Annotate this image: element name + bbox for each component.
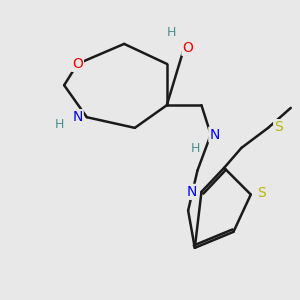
- Text: N: N: [209, 128, 220, 142]
- Text: S: S: [274, 120, 283, 134]
- Text: S: S: [258, 186, 266, 200]
- Text: O: O: [182, 41, 193, 55]
- Text: N: N: [72, 110, 83, 124]
- Text: H: H: [55, 118, 64, 131]
- Text: N: N: [187, 185, 197, 199]
- Text: H: H: [167, 26, 176, 40]
- Text: O: O: [72, 57, 83, 71]
- Text: H: H: [190, 142, 200, 155]
